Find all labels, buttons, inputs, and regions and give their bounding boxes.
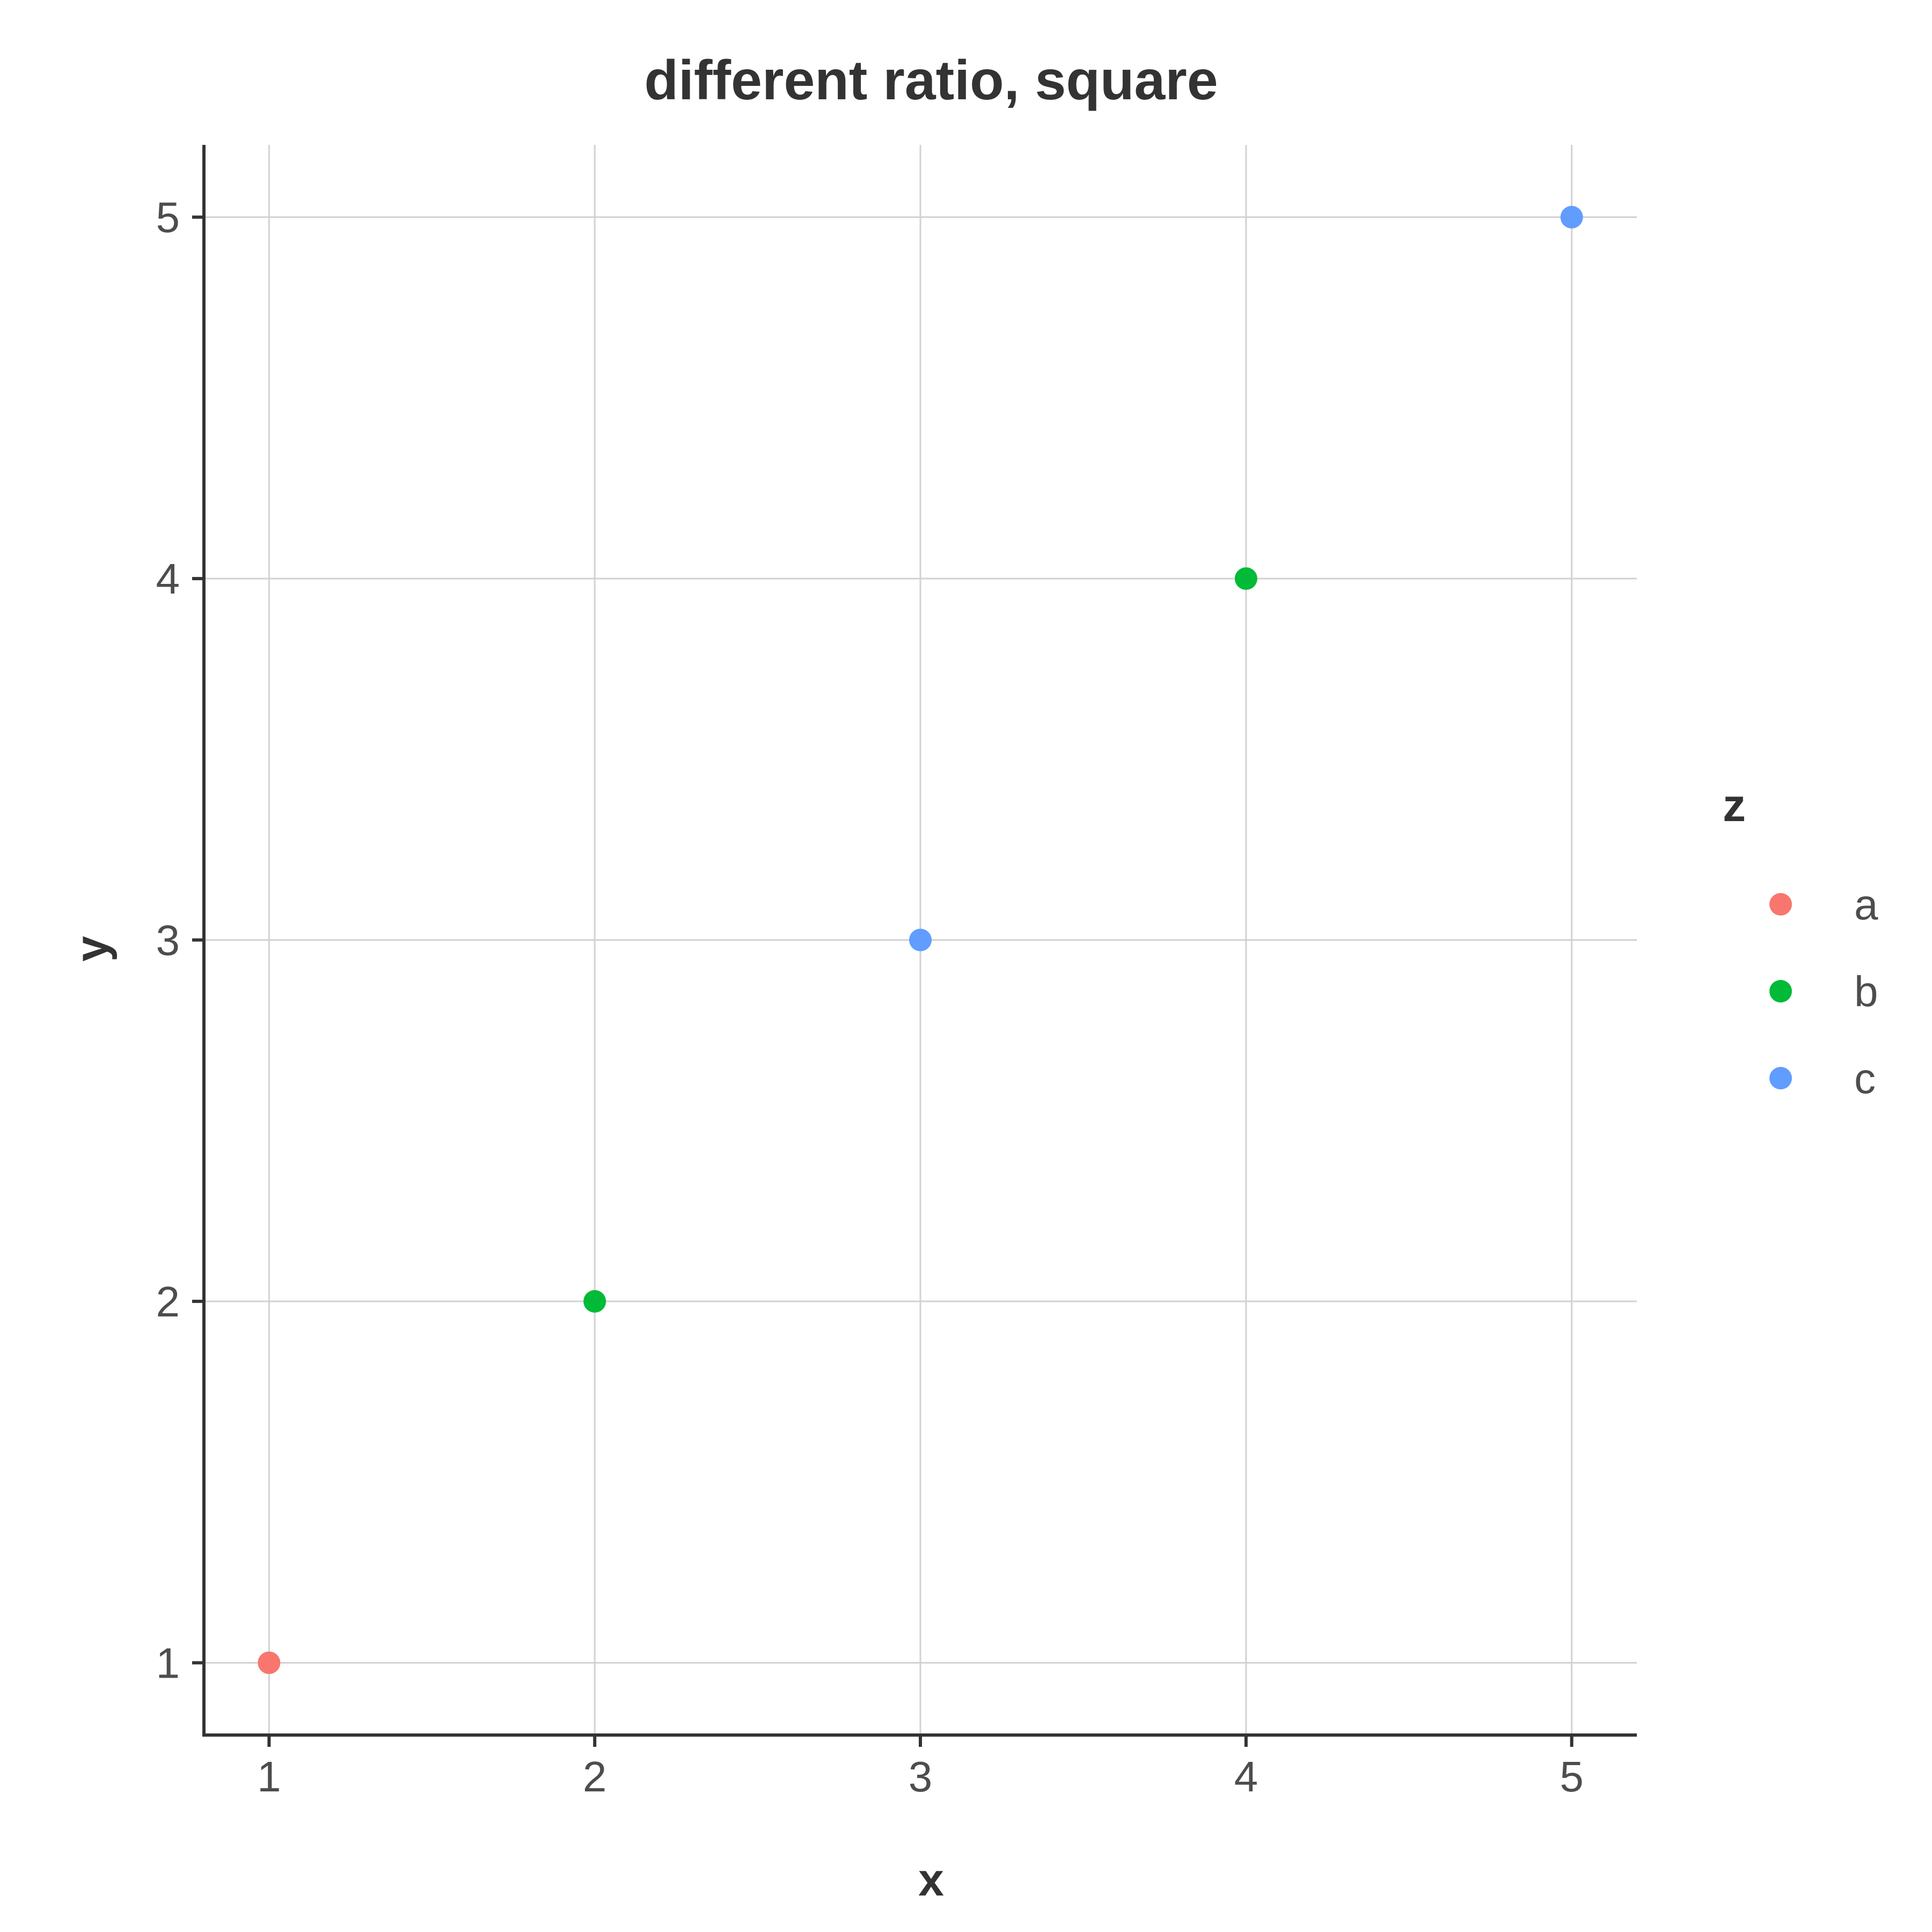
data-points bbox=[258, 206, 1583, 1674]
x-tick-label: 5 bbox=[1560, 1753, 1584, 1801]
y-tick-label: 3 bbox=[156, 917, 180, 964]
legend: z abc bbox=[1723, 780, 1878, 1102]
data-point-c bbox=[909, 928, 932, 952]
legend-label-c: c bbox=[1854, 1055, 1876, 1102]
x-tick-label: 2 bbox=[583, 1753, 607, 1801]
legend-label-a: a bbox=[1854, 881, 1878, 928]
legend-key-a bbox=[1769, 893, 1792, 916]
legend-title: z bbox=[1723, 780, 1746, 831]
legend-key-b bbox=[1769, 980, 1792, 1002]
y-tick-label: 5 bbox=[156, 194, 180, 241]
y-tick-label: 1 bbox=[156, 1639, 180, 1687]
legend-key-c bbox=[1769, 1067, 1792, 1089]
data-point-c bbox=[1560, 206, 1583, 229]
y-tick-label: 4 bbox=[156, 555, 180, 603]
grid bbox=[204, 145, 1637, 1735]
x-tick-label: 4 bbox=[1234, 1753, 1258, 1801]
x-axis-title: x bbox=[918, 1854, 944, 1906]
x-tick-label: 3 bbox=[909, 1753, 933, 1801]
data-point-a bbox=[258, 1651, 281, 1674]
data-point-b bbox=[1234, 567, 1257, 590]
y-axis-title: y bbox=[66, 936, 118, 962]
y-tick-label: 2 bbox=[156, 1278, 180, 1326]
x-tick-label: 1 bbox=[257, 1753, 281, 1801]
chart-title: different ratio, square bbox=[644, 49, 1218, 112]
legend-label-b: b bbox=[1854, 968, 1878, 1015]
data-point-b bbox=[583, 1290, 606, 1313]
axes: 1 2 3 4 5 1 2 3 4 5 bbox=[156, 145, 1637, 1801]
